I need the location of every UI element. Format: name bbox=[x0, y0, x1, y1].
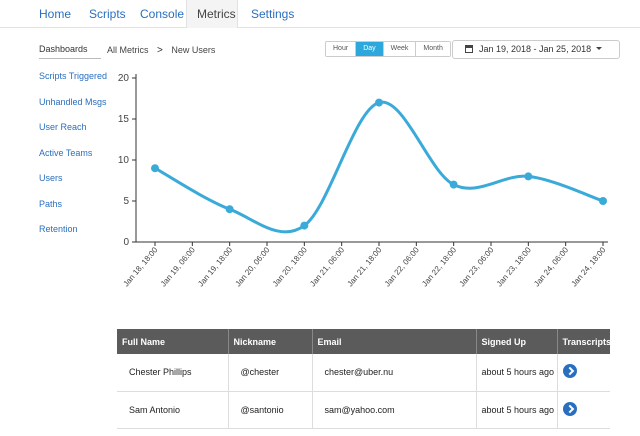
date-range-label: Jan 19, 2018 - Jan 25, 2018 bbox=[479, 44, 592, 54]
data-point bbox=[151, 164, 159, 173]
x-tick-label: Jan 19, 18:00 bbox=[196, 245, 234, 288]
column-header-transcripts[interactable]: Transcripts bbox=[557, 329, 611, 354]
data-point bbox=[300, 221, 309, 230]
data-point bbox=[375, 98, 383, 107]
x-tick-label: Jan 24, 06:00 bbox=[532, 245, 570, 288]
cell-nickname: @chester bbox=[228, 354, 313, 392]
open-transcript-icon[interactable] bbox=[562, 364, 577, 379]
sidebar-item-user-reach[interactable]: User Reach bbox=[39, 122, 87, 132]
sidebar-item-unhandled-msgs[interactable]: Unhandled Msgs bbox=[39, 97, 107, 107]
data-point bbox=[599, 197, 607, 205]
data-point bbox=[524, 172, 533, 181]
sidebar-item-users[interactable]: Users bbox=[39, 173, 63, 183]
x-tick-label: Jan 24, 18:00 bbox=[569, 245, 607, 288]
x-tick-label: Jan 20, 06:00 bbox=[233, 245, 271, 288]
breadcrumb-separator: > bbox=[157, 45, 163, 56]
cell-nickname: @santonio bbox=[228, 391, 313, 429]
table-row: Sam Antonio @santonio sam@yahoo.com abou… bbox=[117, 391, 610, 429]
column-header-email[interactable]: Email bbox=[312, 329, 477, 354]
x-tick-label: Jan 21, 06:00 bbox=[308, 245, 346, 288]
breadcrumb: All Metrics > New Users bbox=[107, 45, 215, 56]
granularity-month-button[interactable]: Month bbox=[416, 42, 450, 56]
x-tick-label: Jan 23, 18:00 bbox=[495, 245, 533, 288]
data-point bbox=[449, 180, 458, 189]
tab-settings[interactable]: Settings bbox=[251, 7, 295, 21]
tab-metrics[interactable]: Metrics bbox=[186, 0, 238, 28]
sidebar-item-active-teams[interactable]: Active Teams bbox=[39, 148, 93, 158]
x-tick-label: Jan 21, 18:00 bbox=[345, 245, 383, 288]
top-nav: Home Scripts Console Metrics Settings bbox=[0, 0, 640, 28]
cell-signed-up: about 5 hours ago bbox=[476, 354, 558, 392]
column-header-full-name[interactable]: Full Name bbox=[117, 329, 229, 354]
y-tick-label: 5 bbox=[123, 196, 129, 207]
granularity-toggle: Hour Day Week Month bbox=[325, 41, 451, 57]
tab-scripts[interactable]: Scripts bbox=[89, 7, 126, 21]
granularity-hour-button[interactable]: Hour bbox=[326, 42, 357, 56]
column-header-signed-up[interactable]: Signed Up bbox=[476, 329, 558, 354]
x-tick-label: Jan 22, 18:00 bbox=[420, 245, 458, 288]
table-header-row: Full Name Nickname Email Signed Up Trans… bbox=[117, 329, 611, 354]
new-users-line-chart: 0 5 10 15 20 Jan 18, 18:00 Jan 19, 06:00 Jan 19… bbox=[118, 73, 608, 288]
x-tick-label: Jan 18, 18:00 bbox=[121, 245, 159, 288]
cell-full-name: Chester Phillips bbox=[117, 354, 229, 392]
y-tick-label: 10 bbox=[118, 155, 130, 166]
users-table: Full Name Nickname Email Signed Up Trans… bbox=[117, 329, 611, 429]
x-tick-label: Jan 22, 06:00 bbox=[383, 245, 421, 288]
sidebar: Dashboards Scripts Triggered Unhandled M… bbox=[39, 44, 109, 234]
sidebar-item-scripts-triggered[interactable]: Scripts Triggered bbox=[39, 71, 108, 81]
caret-down-icon bbox=[596, 47, 603, 50]
date-range-picker[interactable]: Jan 19, 2018 - Jan 25, 2018 bbox=[452, 40, 620, 59]
y-tick-label: 0 bbox=[123, 237, 129, 248]
sidebar-item-retention[interactable]: Retention bbox=[39, 224, 78, 234]
cell-signed-up: about 5 hours ago bbox=[476, 391, 558, 429]
calendar-icon bbox=[465, 45, 473, 53]
tab-home[interactable]: Home bbox=[39, 7, 72, 21]
data-point bbox=[225, 205, 234, 214]
tab-console[interactable]: Console bbox=[140, 7, 185, 21]
x-tick-label: Jan 19, 06:00 bbox=[159, 245, 197, 288]
column-header-nickname[interactable]: Nickname bbox=[228, 329, 313, 354]
y-tick-label: 15 bbox=[118, 114, 130, 125]
series-line bbox=[154, 101, 604, 234]
sidebar-heading: Dashboards bbox=[39, 44, 101, 59]
granularity-week-button[interactable]: Week bbox=[383, 42, 417, 56]
cell-transcripts bbox=[557, 354, 610, 392]
cell-transcripts bbox=[557, 391, 610, 429]
granularity-day-button[interactable]: Day bbox=[356, 42, 384, 56]
x-tick-label: Jan 23, 06:00 bbox=[457, 245, 495, 288]
cell-email: chester@uber.nu bbox=[312, 354, 477, 392]
breadcrumb-current: New Users bbox=[171, 45, 216, 55]
table-row: Chester Phillips @chester chester@uber.n… bbox=[117, 354, 610, 392]
cell-email: sam@yahoo.com bbox=[312, 391, 477, 429]
cell-full-name: Sam Antonio bbox=[117, 391, 229, 429]
users-table-container: Full Name Nickname Email Signed Up Trans… bbox=[117, 329, 611, 429]
x-tick-label: Jan 20, 18:00 bbox=[271, 245, 309, 288]
breadcrumb-all-metrics[interactable]: All Metrics bbox=[107, 45, 149, 55]
y-tick-label: 20 bbox=[118, 73, 130, 84]
open-transcript-icon[interactable] bbox=[562, 401, 577, 416]
sidebar-item-paths[interactable]: Paths bbox=[39, 199, 63, 209]
